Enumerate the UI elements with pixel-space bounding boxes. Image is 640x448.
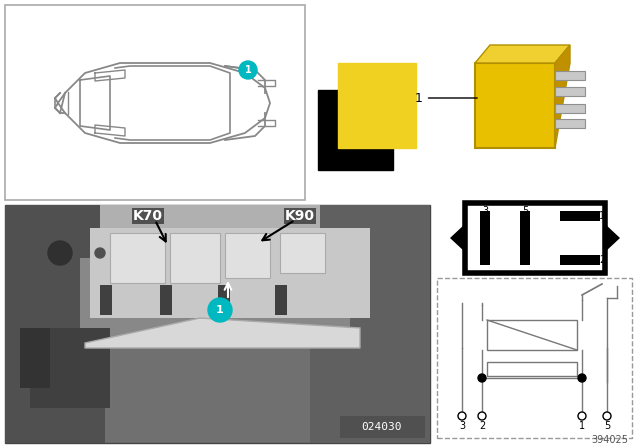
Circle shape xyxy=(603,412,611,420)
Polygon shape xyxy=(475,45,570,63)
Text: K90: K90 xyxy=(285,209,315,223)
Circle shape xyxy=(208,298,232,322)
Bar xyxy=(560,211,600,221)
Bar xyxy=(280,233,325,273)
Bar xyxy=(160,285,172,315)
Text: K70: K70 xyxy=(133,209,163,223)
Circle shape xyxy=(578,374,586,382)
Text: 3: 3 xyxy=(482,206,488,216)
Bar xyxy=(5,205,105,443)
Bar xyxy=(80,258,350,348)
Bar xyxy=(110,233,165,283)
Bar xyxy=(90,228,370,318)
Bar xyxy=(475,63,555,148)
Bar xyxy=(30,328,110,408)
Bar xyxy=(225,233,270,278)
Bar xyxy=(487,320,577,350)
Bar xyxy=(5,205,430,443)
Bar xyxy=(275,285,287,315)
Bar xyxy=(555,104,585,113)
Text: 024030: 024030 xyxy=(362,422,403,432)
Bar xyxy=(318,90,393,170)
Text: 5: 5 xyxy=(522,206,528,216)
Circle shape xyxy=(458,412,466,420)
Bar xyxy=(20,328,50,388)
Bar xyxy=(437,278,632,438)
Text: 1: 1 xyxy=(216,305,224,315)
Polygon shape xyxy=(85,318,360,348)
Text: 2: 2 xyxy=(599,255,605,265)
Text: 1: 1 xyxy=(599,211,605,221)
Bar xyxy=(100,285,112,315)
Text: 1: 1 xyxy=(244,65,252,75)
Bar xyxy=(310,205,430,443)
Bar xyxy=(560,255,600,265)
Text: 5: 5 xyxy=(604,421,610,431)
Bar xyxy=(555,119,585,128)
Bar xyxy=(555,71,585,80)
Bar xyxy=(487,362,577,376)
Bar xyxy=(338,63,416,148)
Text: 2: 2 xyxy=(479,421,485,431)
Bar xyxy=(218,285,230,315)
Text: 1: 1 xyxy=(415,91,477,104)
Circle shape xyxy=(48,241,72,265)
Text: 1: 1 xyxy=(579,421,585,431)
Circle shape xyxy=(239,61,257,79)
Bar xyxy=(555,87,585,96)
Circle shape xyxy=(95,248,105,258)
Bar xyxy=(5,5,305,200)
Circle shape xyxy=(578,412,586,420)
Text: 3: 3 xyxy=(459,421,465,431)
Bar xyxy=(465,203,605,273)
Polygon shape xyxy=(605,224,620,252)
Polygon shape xyxy=(555,45,570,148)
Circle shape xyxy=(478,412,486,420)
Text: 394025: 394025 xyxy=(591,435,628,445)
Bar xyxy=(520,211,530,265)
Bar xyxy=(480,211,490,265)
Bar xyxy=(100,205,320,288)
Polygon shape xyxy=(450,224,465,252)
Circle shape xyxy=(478,374,486,382)
Bar xyxy=(340,416,425,438)
Bar xyxy=(170,233,220,283)
